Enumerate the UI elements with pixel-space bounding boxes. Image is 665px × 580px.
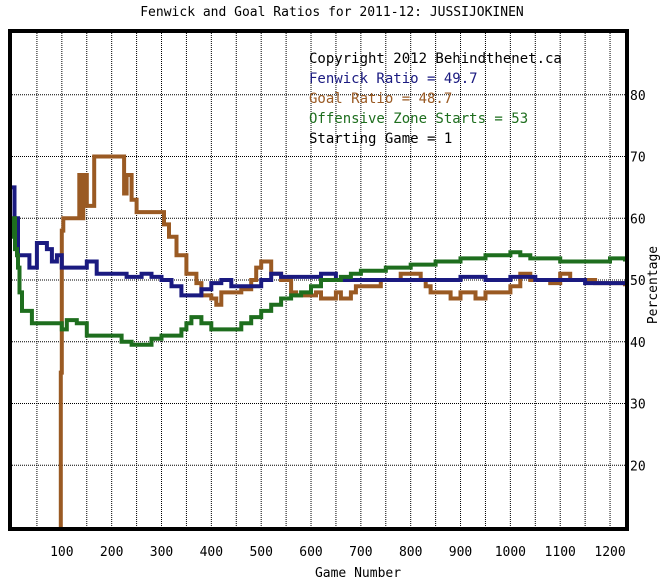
legend-entry: Copyright 2012 Behindthenet.ca — [309, 51, 562, 67]
chart-title: Fenwick and Goal Ratios for 2011-12: JUS… — [140, 5, 524, 20]
legend-entry: Starting Game = 1 — [309, 131, 452, 147]
x-tick-label: 100 — [50, 545, 73, 560]
y-tick-label: 50 — [630, 274, 646, 289]
x-tick-label: 1200 — [594, 545, 625, 560]
legend: Copyright 2012 Behindthenet.ca Fenwick Ra… — [309, 51, 562, 147]
series-line-fenwick-ratio — [12, 185, 625, 298]
x-tick-label: 300 — [150, 545, 173, 560]
x-axis-label: Game Number — [315, 566, 401, 580]
y-tick-label: 30 — [630, 398, 646, 413]
x-tick-label: 200 — [100, 545, 123, 560]
plot-frame — [8, 29, 629, 531]
y-axis-label: Percentage — [646, 246, 661, 324]
x-tick-labels: 100 200 300 400 500 600 700 800 900 1000 1100 1200 — [50, 545, 626, 560]
y-tick-label: 80 — [630, 89, 646, 104]
x-tick-label: 1000 — [495, 545, 526, 560]
legend-entry: Goal Ratio = 48.7 — [309, 91, 452, 107]
y-tick-label: 20 — [630, 459, 646, 474]
x-tick-label: 900 — [449, 545, 472, 560]
series-line-offensive-zone-starts — [11, 216, 627, 347]
x-tick-label: 700 — [349, 545, 372, 560]
legend-entry: Offensive Zone Starts = 53 — [309, 111, 528, 127]
y-tick-label: 70 — [630, 151, 646, 166]
y-tick-labels: 20 30 40 50 60 70 80 — [630, 89, 646, 475]
x-tick-label: 1100 — [545, 545, 576, 560]
x-tick-label: 400 — [200, 545, 223, 560]
legend-entry: Fenwick Ratio = 49.7 — [309, 71, 478, 87]
series-line-goal-ratio — [58, 154, 627, 529]
x-tick-label: 800 — [399, 545, 422, 560]
y-tick-label: 40 — [630, 336, 646, 351]
x-tick-label: 600 — [299, 545, 322, 560]
series-lines — [11, 154, 627, 529]
x-tick-label: 500 — [249, 545, 272, 560]
y-tick-label: 60 — [630, 212, 646, 227]
